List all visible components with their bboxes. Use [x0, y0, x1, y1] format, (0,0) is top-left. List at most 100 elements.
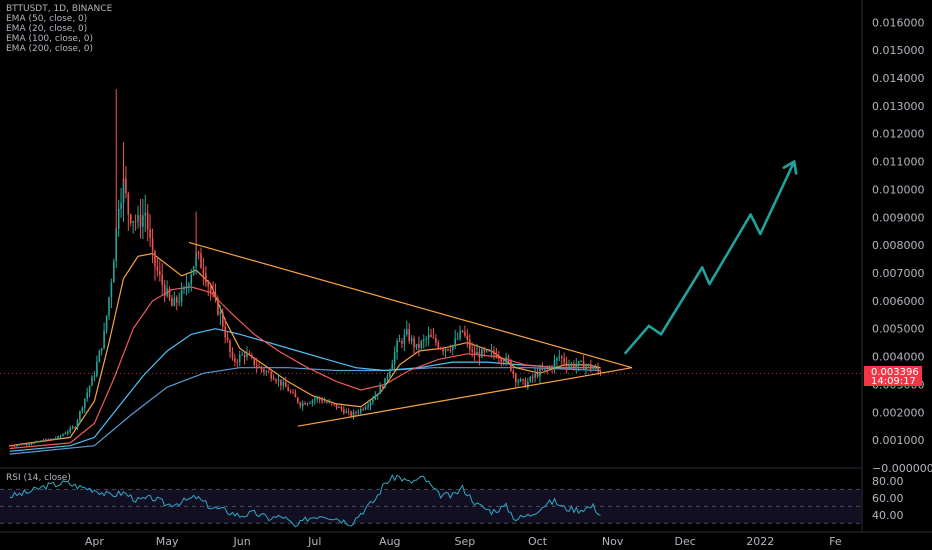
candle-body	[35, 441, 38, 443]
candle-body	[229, 340, 231, 352]
candle-body	[238, 355, 241, 363]
candle-body	[323, 401, 326, 403]
triangle-pattern	[188, 241, 633, 427]
candle-body	[539, 368, 541, 377]
candle-body	[413, 338, 415, 348]
candle-body	[190, 274, 193, 285]
candle-body	[415, 343, 418, 348]
candle-body	[171, 298, 173, 307]
candle-body	[151, 238, 154, 251]
candle-body	[425, 338, 427, 340]
candle-body	[570, 363, 573, 366]
candle-body	[16, 445, 18, 446]
candle-body	[384, 378, 386, 389]
candle-body	[120, 203, 122, 209]
price-tick-label: 0.012000	[872, 128, 925, 141]
candle-body	[195, 252, 197, 267]
candle-body	[347, 411, 350, 413]
ema100-legend: EMA (100, close, 0)	[6, 34, 93, 44]
candle-body	[461, 330, 464, 332]
candle-body	[52, 438, 55, 440]
candle-body	[304, 403, 306, 405]
candle-body	[556, 357, 558, 361]
candle-body	[561, 356, 563, 359]
candle-body	[512, 370, 515, 374]
ema50-legend: EMA (50, close, 0)	[6, 14, 87, 24]
rsi-tick-label: 80.00	[872, 475, 904, 488]
rsi-legend: RSI (14, close)	[6, 473, 71, 483]
candle-body	[505, 357, 507, 363]
candle-body	[301, 403, 304, 407]
candle-body	[393, 352, 396, 364]
candle-body	[54, 438, 57, 440]
candle-body	[212, 292, 214, 294]
candle-body	[260, 366, 263, 370]
candle-body	[25, 443, 28, 445]
candle-body	[146, 212, 149, 230]
price-tick-label: 0.007000	[872, 267, 925, 280]
candle-body	[28, 444, 30, 446]
candle-body	[185, 286, 188, 288]
candle-body	[321, 399, 323, 402]
candle-body	[222, 312, 224, 327]
candle-body	[456, 338, 459, 340]
candle-body	[299, 402, 302, 407]
badge-price: 0.003396	[871, 367, 919, 378]
candle-body	[410, 338, 413, 342]
candle-body	[437, 343, 440, 348]
candle-body	[473, 351, 476, 355]
candle-body	[493, 350, 495, 354]
candle-body	[360, 409, 362, 413]
candle-body	[159, 271, 161, 275]
candle-body	[333, 403, 335, 405]
badge-bg	[864, 366, 922, 386]
candle-body	[69, 428, 71, 432]
rsi-tick-label: 40.00	[872, 509, 904, 522]
candle-body	[495, 354, 498, 358]
candle-body	[270, 372, 272, 379]
candle-body	[38, 441, 40, 443]
candle-body	[524, 379, 527, 388]
candle-body	[345, 411, 348, 414]
candle-body	[459, 330, 461, 339]
candle-body	[117, 208, 120, 229]
candle-body	[59, 435, 62, 437]
candle-body	[485, 350, 488, 352]
price-tick-label: 0.010000	[872, 183, 925, 196]
candle-body	[452, 345, 454, 350]
candle-body	[214, 292, 217, 298]
candle-body	[565, 362, 568, 367]
candle-body	[297, 397, 299, 403]
ema100-line	[9, 328, 601, 452]
time-tick-label: Dec	[675, 535, 696, 548]
candle-body	[62, 434, 64, 436]
price-tick-label: 0.006000	[872, 295, 925, 308]
candle-body	[144, 212, 147, 216]
candle-body	[71, 427, 74, 428]
candle-body	[553, 360, 556, 368]
time-tick-label: Oct	[528, 535, 548, 548]
candle-body	[224, 326, 226, 338]
candle-body	[408, 329, 410, 342]
candle-body	[427, 334, 430, 339]
projection-arrow-path	[623, 161, 796, 355]
candle-body	[154, 250, 156, 267]
candle-body	[515, 374, 517, 383]
candle-body	[132, 221, 134, 223]
candle-body	[202, 268, 205, 274]
badge-countdown: 14:09:17	[871, 376, 916, 387]
triangle-upper-line	[188, 241, 633, 369]
candle-body	[558, 356, 561, 358]
arrow-head	[782, 159, 798, 175]
last-price-badge: 0.003396 14:09:17	[864, 366, 922, 387]
candle-body	[502, 361, 505, 363]
candle-body	[108, 297, 110, 316]
candle-body	[471, 349, 473, 352]
candle-body	[469, 339, 471, 350]
candle-body	[294, 393, 297, 398]
price-tick-label: 0.014000	[872, 72, 925, 85]
candle-body	[180, 289, 183, 302]
candle-body	[197, 252, 200, 254]
candle-body	[251, 355, 253, 358]
